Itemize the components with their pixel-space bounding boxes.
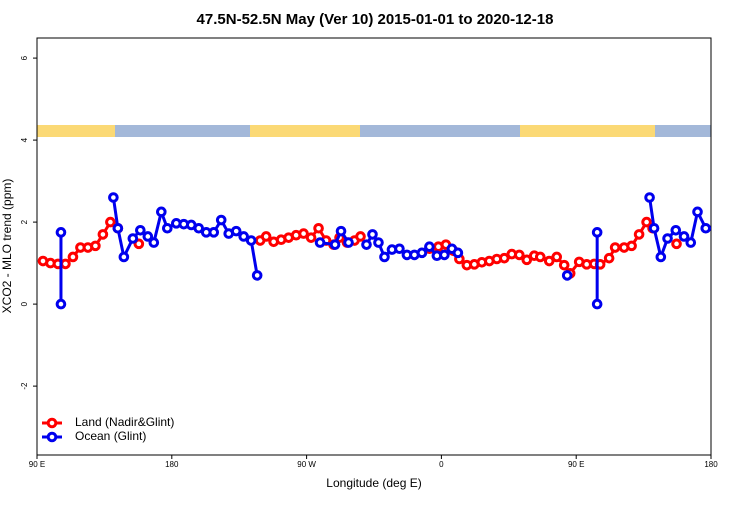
- ocean-strip: [360, 125, 520, 137]
- data-point: [230, 225, 242, 237]
- y-tick-label: 4: [20, 137, 29, 142]
- x-tick-label: 90 W: [297, 460, 316, 469]
- legend-marker: [46, 431, 58, 443]
- data-point: [67, 251, 79, 263]
- data-point: [648, 222, 660, 234]
- data-point: [671, 238, 682, 250]
- data-point: [521, 254, 533, 266]
- data-point: [55, 227, 67, 238]
- data-point: [118, 251, 130, 263]
- legend-label: Ocean (Glint): [75, 429, 146, 443]
- data-point: [591, 298, 603, 310]
- data-point: [251, 270, 263, 281]
- data-point: [142, 231, 154, 242]
- x-tick-label: 180: [165, 460, 179, 469]
- data-point: [591, 227, 603, 238]
- data-point: [603, 252, 615, 264]
- data-point: [558, 259, 570, 271]
- data-point: [361, 239, 372, 250]
- data-point: [367, 229, 378, 240]
- data-point: [335, 225, 347, 237]
- data-point: [127, 233, 139, 244]
- data-point: [156, 206, 167, 218]
- data-point: [329, 239, 341, 250]
- data-point: [162, 222, 173, 234]
- y-tick-label: 0: [20, 301, 29, 306]
- data-point: [305, 232, 317, 243]
- data-point: [692, 206, 703, 218]
- data-point: [379, 251, 390, 263]
- plot-frame: [36, 37, 712, 456]
- data-point: [60, 258, 71, 270]
- data-point: [208, 227, 220, 238]
- data-point: [678, 231, 690, 242]
- data-point: [55, 298, 67, 310]
- y-axis-label: XCO2 - MLO trend (ppm): [0, 179, 14, 314]
- data-point: [193, 222, 205, 234]
- data-point: [343, 237, 354, 248]
- data-point: [662, 233, 673, 244]
- data-point: [260, 231, 272, 242]
- data-point: [148, 237, 160, 248]
- data-point: [135, 225, 146, 236]
- data-point: [105, 216, 116, 228]
- data-point: [313, 222, 324, 234]
- surface-strip: [37, 125, 711, 137]
- data-point: [245, 235, 257, 246]
- x-tick-label: 90 E: [29, 460, 45, 469]
- ocean-strip: [115, 125, 250, 137]
- data-point: [561, 270, 573, 281]
- data-point: [626, 240, 637, 252]
- data-point: [499, 252, 510, 264]
- data-point: [670, 225, 682, 236]
- data-point: [112, 222, 124, 234]
- data-point: [644, 192, 655, 203]
- data-point: [416, 247, 428, 259]
- land-strip: [37, 125, 115, 137]
- data-point: [439, 249, 450, 261]
- data-point: [513, 249, 525, 261]
- data-point: [534, 251, 546, 263]
- ocean-strip: [655, 125, 711, 137]
- chart-title: 47.5N-52.5N May (Ver 10) 2015-01-01 to 2…: [197, 11, 554, 28]
- data-point: [238, 231, 249, 242]
- data-point: [551, 251, 563, 263]
- land-strip: [520, 125, 655, 137]
- x-tick-label: 0: [439, 460, 444, 469]
- data-point: [543, 255, 555, 267]
- data-point: [452, 247, 464, 259]
- data-point: [355, 231, 366, 242]
- data-point: [641, 216, 652, 228]
- legend-label: Land (Nadir&Glint): [75, 415, 174, 429]
- data-point: [314, 237, 326, 248]
- data-point: [90, 240, 101, 252]
- data-point: [133, 238, 145, 250]
- data-point: [394, 243, 405, 255]
- land-strip: [250, 125, 360, 137]
- x-tick-label: 90 E: [568, 460, 584, 469]
- data-point: [633, 229, 645, 240]
- y-tick-label: 6: [20, 55, 29, 60]
- y-tick-label: 2: [20, 219, 29, 224]
- data-point: [609, 242, 621, 253]
- data-point: [424, 241, 435, 253]
- data-point: [298, 228, 309, 239]
- data-point: [108, 192, 119, 203]
- data-point: [97, 229, 109, 240]
- data-point: [700, 222, 712, 234]
- x-axis-label: Longitude (deg E): [326, 476, 421, 490]
- data-point: [685, 237, 697, 248]
- data-point: [373, 237, 384, 248]
- legend-marker: [46, 417, 58, 429]
- data-point: [655, 251, 667, 263]
- y-tick-label: -2: [20, 382, 29, 390]
- data-point: [215, 214, 227, 226]
- x-tick-label: 180: [704, 460, 718, 469]
